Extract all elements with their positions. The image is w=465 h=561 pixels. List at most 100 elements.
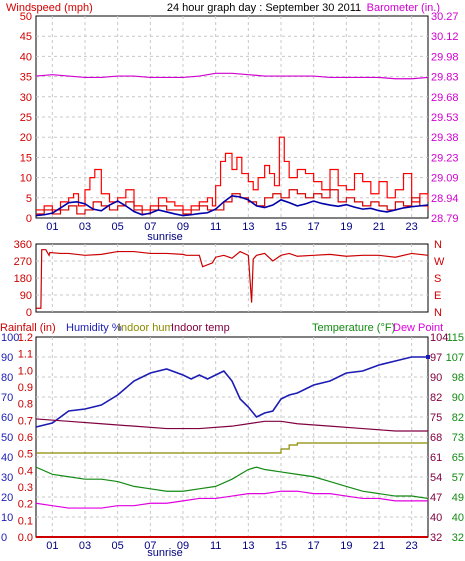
dew-point-series xyxy=(35,490,428,509)
avg-wind-series xyxy=(35,194,429,217)
wind-plot-frame xyxy=(35,15,429,219)
barometer-y-tick-label: 30.12 xyxy=(431,31,459,43)
rainfall-y-tick-label: 0.6 xyxy=(18,432,33,444)
wind-x-tick-label: 21 xyxy=(373,221,385,233)
windspeed-axis-label: Windspeed (mph) xyxy=(6,2,93,14)
barometer-y-tick-label: 29.68 xyxy=(431,92,459,104)
indoor-temp-y-tick-label: 75 xyxy=(430,412,442,424)
barometer-y-tick-label: 28.79 xyxy=(431,213,459,225)
compass-tick-label: W xyxy=(434,256,445,268)
climate-x-tick-label: 23 xyxy=(406,540,418,552)
temperature-y-tick-label: 107 xyxy=(446,352,464,364)
barometer-y-tick-label: 29.09 xyxy=(431,173,459,185)
wind-y-tick-label: 50 xyxy=(20,11,32,23)
barometer-y-tick-label: 29.98 xyxy=(431,51,459,63)
rainfall-y-tick-label: 0.7 xyxy=(18,415,33,427)
wind-speed-series xyxy=(36,189,429,215)
rainfall-y-tick-label: 0.0 xyxy=(18,532,33,544)
compass-tick-label: S xyxy=(434,273,441,285)
direction-y-tick-label: 0 xyxy=(26,307,32,319)
wind-x-tick-label: 11 xyxy=(210,221,221,233)
indoor-temp-y-tick-label: 47 xyxy=(430,492,442,504)
wind-x-tick-label: 09 xyxy=(177,221,189,233)
indoor-temp-y-tick-label: 82 xyxy=(430,392,442,404)
climate-x-tick-label: 15 xyxy=(275,540,287,552)
temperature-y-tick-label: 65 xyxy=(452,452,464,464)
rainfall-y-tick-label: 0.1 xyxy=(18,515,33,527)
wind-x-tick-label: 15 xyxy=(275,221,287,233)
indoor-temp-series xyxy=(35,418,428,432)
climate-x-tick-label: 21 xyxy=(373,540,385,552)
wind-y-tick-label: 5 xyxy=(26,193,32,205)
chart-title: 24 hour graph day : September 30 2011 xyxy=(167,2,361,14)
humidity-temperature-panel: 10090807060504030201001.21.11.00.90.80.7… xyxy=(1,332,464,559)
indoor-hum-series xyxy=(36,442,428,454)
humidity-y-tick-label: 50 xyxy=(1,432,13,444)
humidity-y-tick-label: 70 xyxy=(1,392,13,404)
barometer-y-tick-label: 29.38 xyxy=(431,132,459,144)
barometer-series xyxy=(35,72,429,80)
indoor-temp-y-tick-label: 40 xyxy=(430,512,442,524)
climate-x-tick-label: 09 xyxy=(177,540,189,552)
wind-y-tick-label: 40 xyxy=(20,51,32,63)
temperature-y-tick-label: 49 xyxy=(452,492,464,504)
direction-y-tick-label: 180 xyxy=(14,273,32,285)
indoor-temp-y-tick-label: 54 xyxy=(430,472,442,484)
climate-x-tick-label: 01 xyxy=(46,540,58,552)
rainfall-y-tick-label: 0.2 xyxy=(18,499,33,511)
wind-x-tick-label: 13 xyxy=(242,221,254,233)
rainfall-y-tick-label: 1.2 xyxy=(18,332,33,344)
humidity-y-tick-label: 60 xyxy=(1,412,13,424)
humidity-series xyxy=(35,356,428,428)
wind-y-tick-label: 35 xyxy=(20,72,32,84)
wind-y-tick-label: 0 xyxy=(26,213,32,225)
humidity-y-tick-label: 80 xyxy=(1,372,13,384)
wind-x-tick-label: 07 xyxy=(144,221,156,233)
humidity-y-tick-label: 10 xyxy=(1,512,13,524)
wind-x-tick-label: 05 xyxy=(112,221,124,233)
direction-y-tick-label: 270 xyxy=(14,256,32,268)
climate-x-tick-label: 11 xyxy=(210,540,221,552)
rainfall-y-tick-label: 0.3 xyxy=(18,482,33,494)
humidity-y-tick-label: 40 xyxy=(1,452,13,464)
wind-y-tick-label: 45 xyxy=(20,31,32,43)
indoor-temp-y-tick-label: 104 xyxy=(430,332,448,344)
climate-x-tick-label: 19 xyxy=(340,540,352,552)
wind-y-tick-label: 25 xyxy=(20,112,32,124)
humidity-end-marker xyxy=(426,355,430,359)
indoor-temp-y-tick-label: 68 xyxy=(430,432,442,444)
temperature-y-tick-label: 115 xyxy=(446,332,464,344)
wind-x-tick-label: 19 xyxy=(340,221,352,233)
temperature-y-tick-label: 90 xyxy=(452,392,464,404)
rainfall-y-tick-label: 0.9 xyxy=(18,382,33,394)
humidity-y-tick-label: 20 xyxy=(1,492,13,504)
barometer-y-tick-label: 29.53 xyxy=(431,112,459,124)
wind-direction-series xyxy=(36,249,429,309)
rainfall-y-tick-label: 0.5 xyxy=(18,449,33,461)
indoor-temp-y-tick-label: 61 xyxy=(430,452,442,464)
indoor-temp-y-tick-label: 90 xyxy=(430,372,442,384)
temperature-y-tick-label: 40 xyxy=(452,512,464,524)
temperature-y-tick-label: 98 xyxy=(452,372,464,384)
temperature-y-tick-label: 32 xyxy=(452,532,464,544)
direction-y-tick-label: 90 xyxy=(20,290,32,302)
indoor-temp-y-tick-label: 97 xyxy=(430,352,442,364)
barometer-y-tick-label: 29.83 xyxy=(431,72,459,84)
wind-y-tick-label: 30 xyxy=(20,92,32,104)
wind-x-tick-label: 17 xyxy=(308,221,320,233)
temperature-y-tick-label: 57 xyxy=(452,472,464,484)
sunrise-label-bottom: sunrise xyxy=(147,547,182,556)
temperature-y-tick-label: 82 xyxy=(452,412,464,424)
indoor-temp-y-tick-label: 32 xyxy=(430,532,442,544)
compass-tick-label: N xyxy=(434,307,442,319)
wind-y-tick-label: 10 xyxy=(20,173,32,185)
barometer-y-tick-label: 28.94 xyxy=(431,193,459,205)
compass-tick-label: N xyxy=(434,239,442,251)
temperature-y-tick-label: 73 xyxy=(452,432,464,444)
legend-humidity: Humidity % xyxy=(66,322,122,334)
wind-x-tick-label: 01 xyxy=(46,221,58,233)
temperature-series xyxy=(35,466,429,500)
